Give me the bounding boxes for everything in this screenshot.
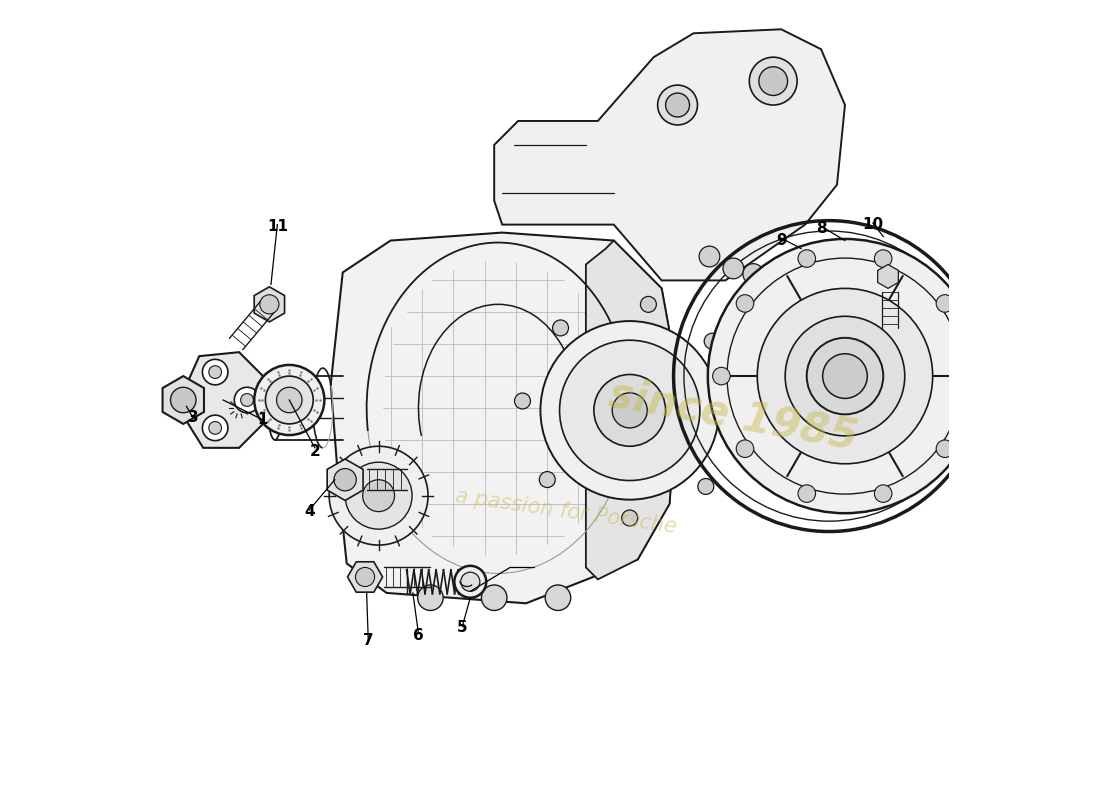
- Polygon shape: [494, 30, 845, 281]
- Text: 8: 8: [816, 221, 826, 236]
- Text: 2: 2: [309, 444, 320, 459]
- Circle shape: [960, 367, 977, 385]
- Circle shape: [742, 264, 763, 285]
- Circle shape: [202, 415, 228, 441]
- Text: 10: 10: [862, 217, 883, 232]
- Circle shape: [329, 446, 428, 545]
- Polygon shape: [348, 562, 383, 592]
- Circle shape: [713, 367, 730, 385]
- Circle shape: [785, 316, 905, 436]
- Text: 6: 6: [414, 628, 424, 642]
- Circle shape: [334, 469, 356, 491]
- Circle shape: [234, 387, 260, 413]
- Text: a passion for Porsche: a passion for Porsche: [454, 486, 678, 537]
- Circle shape: [482, 585, 507, 610]
- Circle shape: [265, 376, 313, 424]
- Polygon shape: [327, 459, 363, 501]
- Polygon shape: [163, 376, 204, 424]
- Circle shape: [823, 354, 867, 398]
- Circle shape: [736, 440, 754, 458]
- Text: 5: 5: [456, 620, 468, 634]
- Circle shape: [546, 585, 571, 610]
- Polygon shape: [878, 265, 899, 288]
- Circle shape: [363, 480, 395, 512]
- Polygon shape: [184, 352, 267, 448]
- Circle shape: [594, 374, 666, 446]
- Circle shape: [658, 85, 697, 125]
- Text: 11: 11: [267, 218, 288, 234]
- Circle shape: [454, 566, 486, 598]
- Circle shape: [276, 387, 303, 413]
- Circle shape: [621, 510, 638, 526]
- Circle shape: [749, 57, 798, 105]
- Text: since 1985: since 1985: [606, 374, 861, 458]
- Text: 9: 9: [776, 233, 786, 248]
- Circle shape: [461, 572, 480, 591]
- Circle shape: [874, 485, 892, 502]
- Circle shape: [418, 585, 443, 610]
- Circle shape: [345, 462, 412, 529]
- Circle shape: [560, 340, 700, 481]
- Circle shape: [736, 294, 754, 312]
- Circle shape: [540, 321, 719, 500]
- Circle shape: [202, 359, 228, 385]
- Circle shape: [723, 258, 744, 279]
- Circle shape: [209, 366, 221, 378]
- Circle shape: [170, 387, 196, 413]
- Text: 7: 7: [363, 634, 374, 648]
- Circle shape: [241, 394, 253, 406]
- Text: 1: 1: [257, 413, 268, 427]
- Text: 3: 3: [187, 410, 198, 425]
- Circle shape: [708, 239, 982, 514]
- Circle shape: [757, 288, 933, 464]
- Circle shape: [209, 422, 221, 434]
- Circle shape: [704, 334, 720, 349]
- Text: 4: 4: [304, 504, 315, 519]
- Polygon shape: [331, 233, 678, 603]
- Circle shape: [254, 365, 324, 435]
- Circle shape: [700, 246, 719, 267]
- Circle shape: [697, 478, 714, 494]
- Circle shape: [874, 250, 892, 267]
- Circle shape: [640, 297, 657, 312]
- Circle shape: [539, 471, 556, 487]
- Circle shape: [798, 485, 815, 502]
- Circle shape: [613, 393, 647, 428]
- Polygon shape: [586, 241, 678, 579]
- Circle shape: [666, 93, 690, 117]
- Circle shape: [355, 567, 375, 586]
- Circle shape: [806, 338, 883, 414]
- Circle shape: [798, 250, 815, 267]
- Circle shape: [729, 412, 745, 428]
- Circle shape: [552, 320, 569, 336]
- Circle shape: [229, 398, 250, 418]
- Circle shape: [515, 393, 530, 409]
- Circle shape: [759, 66, 788, 95]
- Circle shape: [936, 440, 954, 458]
- Circle shape: [936, 294, 954, 312]
- Polygon shape: [254, 286, 285, 322]
- Circle shape: [260, 294, 279, 314]
